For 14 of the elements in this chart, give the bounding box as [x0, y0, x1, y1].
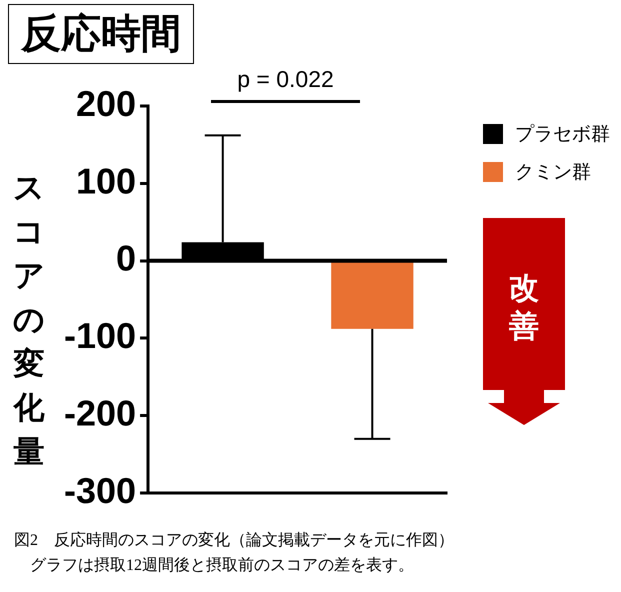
text: 改善	[508, 271, 540, 345]
y-tick-label: -200	[64, 392, 136, 434]
y-tick-label: -300	[64, 470, 136, 511]
legend-label: クミン群	[515, 161, 591, 185]
y-tick-label: 0	[116, 238, 136, 279]
legend-label: プラセボ群	[515, 123, 610, 147]
chart-title: 反応時間	[8, 4, 194, 64]
y-tick-label: 100	[76, 160, 136, 202]
text: p = 0.022	[237, 66, 334, 93]
y-tick-label: -100	[64, 315, 136, 356]
caption: 図2 反応時間のスコアの変化（論文掲載データを元に作図）	[14, 530, 454, 551]
y-axis-title: スコアの変化量	[12, 169, 46, 471]
text: グラフは摂取12週間後と摂取前のスコアの差を表す。	[30, 556, 414, 576]
y-tick-label: 200	[76, 82, 136, 124]
